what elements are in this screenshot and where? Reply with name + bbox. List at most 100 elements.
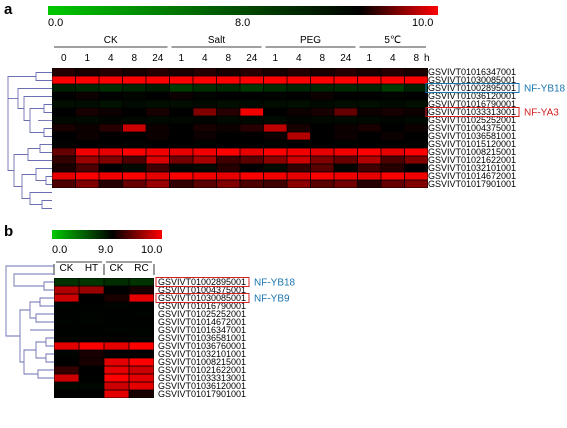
heatmap-cell: [99, 68, 123, 76]
heatmap-cell: [287, 116, 311, 124]
heatmap-cell: [75, 172, 99, 180]
heatmap-cell: [129, 286, 154, 294]
heatmap-cell: [287, 84, 311, 92]
heatmap-cell: [240, 100, 264, 108]
heatmap-cell: [357, 124, 381, 132]
panel-a-scale-min: 0.0: [48, 17, 63, 29]
gene-label: GSVIVT01025252001: [428, 115, 516, 125]
heatmap-cell: [334, 156, 358, 164]
heatmap-cell: [193, 156, 217, 164]
heatmap-cell: [99, 140, 123, 148]
panel-a-column-headers: CK 0 1 4 8 24 Salt 1 4 8 24 PEG 1 4 8 24 5℃ 1 4 8: [54, 35, 426, 64]
heatmap-cell: [263, 68, 287, 76]
heatmap-cell: [169, 172, 193, 180]
heatmap-cell: [334, 140, 358, 148]
heatmap-cell: [129, 382, 154, 390]
heatmap-cell: [287, 68, 311, 76]
column-label: CK: [110, 263, 124, 274]
heatmap-cell: [79, 302, 104, 310]
gene-label: GSVIVT01002895001: [428, 83, 516, 93]
heatmap-cell: [122, 164, 146, 172]
callout-label: NF-YB9: [254, 294, 290, 305]
heatmap-cell: [146, 68, 170, 76]
heatmap-cell: [54, 334, 79, 342]
condition-label: 5℃: [384, 35, 401, 46]
heatmap-cell: [193, 68, 217, 76]
column-label: RC: [134, 263, 148, 274]
heatmap-cell: [129, 334, 154, 342]
timepoint-label: 0: [61, 53, 67, 64]
heatmap-cell: [404, 172, 428, 180]
heatmap-cell: [79, 366, 104, 374]
heatmap-cell: [263, 92, 287, 100]
heatmap-cell: [287, 148, 311, 156]
heatmap-cell: [75, 116, 99, 124]
heatmap-cell: [381, 116, 405, 124]
heatmap-cell: [334, 108, 358, 116]
heatmap-cell: [75, 156, 99, 164]
heatmap-cell: [334, 180, 358, 188]
gene-label: GSVIVT01032101001: [158, 349, 246, 359]
heatmap-cell: [104, 390, 129, 398]
heatmap-cell: [54, 278, 79, 286]
gene-label: GSVIVT01008215001: [428, 147, 516, 157]
gene-label: GSVIVT01025252001: [158, 309, 246, 319]
heatmap-cell: [52, 164, 76, 172]
heatmap-cell: [287, 140, 311, 148]
callout-label: NF-YB18: [254, 278, 296, 289]
heatmap-cell: [381, 92, 405, 100]
heatmap-cell: [52, 108, 76, 116]
heatmap-cell: [240, 108, 264, 116]
gene-label: GSVIVT01016347001: [158, 325, 246, 335]
condition-label: PEG: [300, 35, 321, 46]
heatmap-cell: [129, 294, 154, 302]
heatmap-cell: [404, 76, 428, 84]
heatmap-cell: [129, 390, 154, 398]
heatmap-cell: [122, 108, 146, 116]
heatmap-cell: [240, 132, 264, 140]
heatmap-cell: [169, 92, 193, 100]
timepoint-label: 4: [202, 53, 208, 64]
heatmap-cell: [216, 108, 240, 116]
heatmap-cell: [104, 358, 129, 366]
heatmap-cell: [216, 76, 240, 84]
heatmap-cell: [104, 286, 129, 294]
heatmap-cell: [104, 374, 129, 382]
panel-a-scale-max: 10.0: [412, 17, 433, 29]
panel-b-dendrogram: [5, 265, 54, 379]
heatmap-cell: [404, 68, 428, 76]
gene-label: GSVIVT01014672001: [158, 317, 246, 327]
heatmap-cell: [381, 148, 405, 156]
heatmap-cell: [357, 132, 381, 140]
heatmap-cell: [404, 84, 428, 92]
timepoint-label: 4: [108, 53, 114, 64]
timepoint-label: 8: [131, 53, 137, 64]
heatmap-cell: [146, 164, 170, 172]
heatmap-cell: [79, 382, 104, 390]
heatmap-cell: [287, 76, 311, 84]
heatmap-cell: [79, 390, 104, 398]
heatmap-cell: [357, 100, 381, 108]
heatmap-cell: [334, 76, 358, 84]
heatmap-cell: [216, 84, 240, 92]
gene-label: GSVIVT01016347001: [428, 67, 516, 77]
heatmap-cell: [263, 180, 287, 188]
heatmap-cell: [79, 278, 104, 286]
heatmap-cell: [122, 100, 146, 108]
heatmap-cell: [310, 164, 334, 172]
heatmap-cell: [75, 84, 99, 92]
heatmap-cell: [54, 390, 79, 398]
heatmap-cell: [310, 124, 334, 132]
heatmap-cell: [54, 374, 79, 382]
heatmap-cell: [263, 116, 287, 124]
gene-label: GSVIVT01030085001: [428, 75, 516, 85]
heatmap-cell: [146, 100, 170, 108]
heatmap-cell: [404, 156, 428, 164]
heatmap-cell: [122, 156, 146, 164]
heatmap-cell: [334, 92, 358, 100]
heatmap-cell: [263, 100, 287, 108]
heatmap-cell: [169, 76, 193, 84]
gene-label: GSVIVT01021622001: [158, 365, 246, 375]
heatmap-cell: [99, 116, 123, 124]
heatmap-cell: [79, 310, 104, 318]
